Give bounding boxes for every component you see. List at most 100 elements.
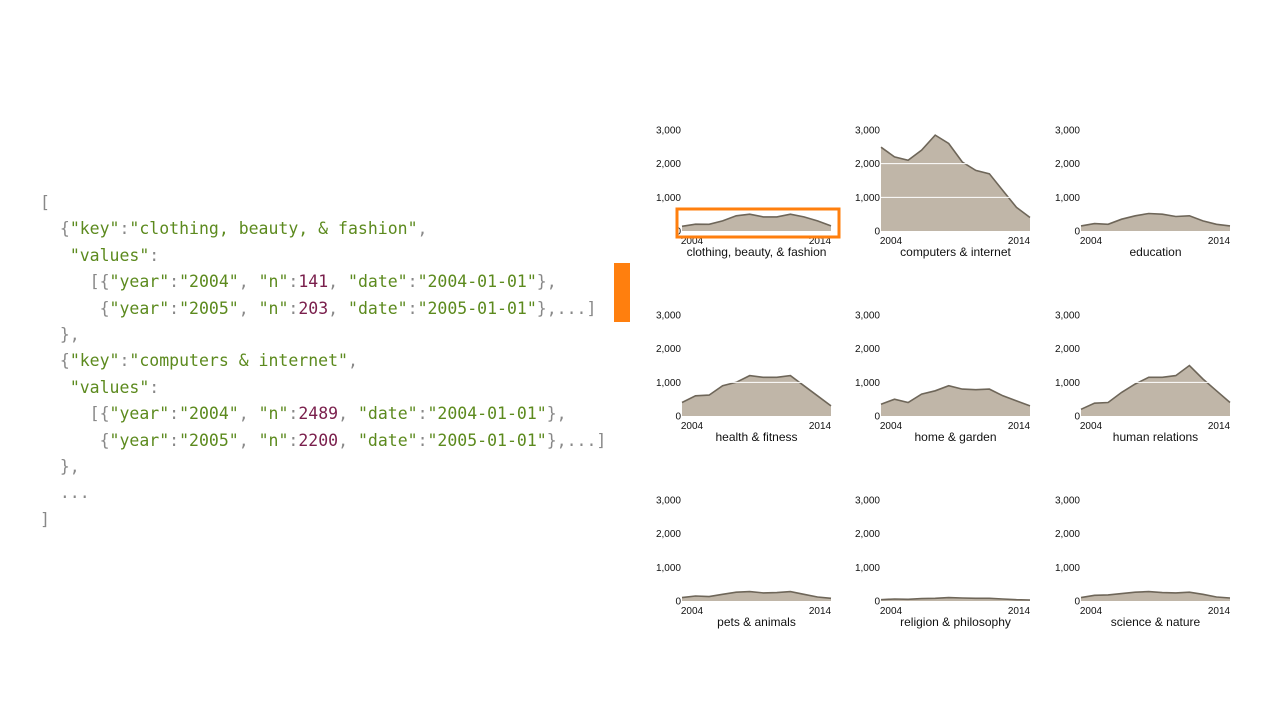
code-punctuation: ,: [238, 430, 259, 450]
series-line: [1080, 590, 1231, 599]
code-punctuation: :: [288, 404, 299, 424]
code-line: },: [40, 322, 606, 348]
code-string: "year": [109, 272, 170, 292]
y-tick-label: 2,000: [656, 529, 681, 540]
y-tick-label: 3,000: [656, 496, 681, 507]
y-tick-label: 1,000: [1055, 563, 1080, 574]
y-tick-label: 2,000: [1055, 159, 1080, 170]
series-area: [682, 375, 831, 416]
y-tick-label: 0: [1074, 597, 1080, 608]
series-area: [881, 135, 1030, 231]
code-punctuation: ...: [59, 483, 90, 503]
small-multiple-panel: 0 1,000 2,000 3,000 2004 2014 home & garden: [855, 311, 1031, 445]
code-string: "2004-01-01": [417, 272, 537, 292]
code-punctuation: },...]: [546, 430, 607, 450]
code-punctuation: :: [169, 430, 180, 450]
code-punctuation: [: [40, 193, 50, 212]
y-tick-label: 1,000: [855, 563, 880, 574]
x-tick-label: 2004: [880, 606, 903, 617]
code-punctuation: :: [119, 351, 130, 371]
y-tick-label: 1,000: [656, 378, 681, 389]
code-punctuation: :: [417, 404, 428, 424]
code-punctuation: ]: [40, 509, 50, 529]
code-string: "values": [69, 377, 150, 397]
x-tick-label: 2014: [1008, 606, 1031, 617]
code-string: "n": [258, 298, 289, 318]
code-punctuation: :: [149, 377, 160, 397]
code-punctuation: {: [99, 430, 110, 450]
series-area: [881, 597, 1030, 601]
code-punctuation: :: [169, 272, 180, 292]
series-line: [880, 596, 1031, 601]
y-tick-label: 3,000: [1055, 311, 1080, 322]
code-punctuation: :: [288, 430, 299, 450]
code-punctuation: },...]: [536, 298, 597, 318]
series-line: [1080, 364, 1231, 411]
x-tick-label: 2004: [681, 421, 704, 432]
code-punctuation: ,: [328, 272, 349, 292]
y-tick-label: 2,000: [1055, 529, 1080, 540]
code-string: "2005": [179, 298, 239, 318]
panel-caption: health & fitness: [715, 430, 797, 444]
panel-caption: education: [1129, 245, 1181, 259]
x-tick-label: 2014: [1208, 236, 1231, 247]
code-line: [: [40, 190, 606, 216]
series-area: [682, 214, 831, 231]
code-string: "2005": [179, 430, 239, 450]
x-tick-label: 2014: [809, 236, 832, 247]
y-tick-label: 0: [874, 227, 880, 238]
code-string: "clothing, beauty, & fashion": [129, 219, 418, 239]
series-line: [880, 384, 1031, 407]
x-tick-label: 2014: [1208, 606, 1231, 617]
x-tick-label: 2004: [880, 421, 903, 432]
y-tick-label: 2,000: [855, 159, 880, 170]
code-punctuation: ,: [417, 219, 428, 239]
code-punctuation: ,: [238, 272, 259, 292]
code-punctuation: [{: [89, 404, 110, 424]
code-punctuation: :: [169, 298, 180, 318]
series-line: [1080, 212, 1231, 227]
y-tick-label: 1,000: [1055, 193, 1080, 204]
y-tick-label: 3,000: [656, 126, 681, 137]
series-area: [1081, 365, 1230, 416]
code-punctuation: },: [59, 324, 80, 344]
code-line: },: [40, 454, 606, 480]
y-tick-label: 1,000: [1055, 378, 1080, 389]
x-tick-label: 2004: [880, 236, 903, 247]
x-tick-label: 2014: [809, 606, 832, 617]
code-punctuation: :: [149, 245, 160, 265]
code-line: ...: [40, 480, 606, 506]
code-number: 141: [298, 272, 329, 292]
code-line: "values":: [40, 375, 606, 401]
code-punctuation: :: [407, 272, 418, 292]
json-code-sample: [ {"key":"clothing, beauty, & fashion", …: [40, 190, 606, 533]
series-line: [681, 590, 832, 600]
y-tick-label: 1,000: [656, 563, 681, 574]
code-line: "values":: [40, 243, 606, 269]
series-area: [682, 591, 831, 601]
code-punctuation: },: [536, 272, 557, 292]
y-tick-label: 2,000: [656, 159, 681, 170]
code-string: "2004": [179, 272, 239, 292]
small-multiple-panel: 0 1,000 2,000 3,000 2004 2014 health & fitness: [656, 311, 832, 445]
code-punctuation: ,: [328, 298, 349, 318]
x-tick-label: 2014: [1008, 421, 1031, 432]
code-string: "2005-01-01": [427, 430, 547, 450]
code-string: "date": [348, 272, 408, 292]
y-tick-label: 0: [1074, 227, 1080, 238]
code-punctuation: },: [59, 456, 80, 476]
code-punctuation: :: [407, 298, 418, 318]
x-tick-label: 2014: [1008, 236, 1031, 247]
y-tick-label: 3,000: [855, 311, 880, 322]
code-string: "year": [109, 430, 170, 450]
x-tick-label: 2004: [1080, 606, 1103, 617]
y-tick-label: 0: [675, 597, 681, 608]
small-multiple-panel: 0 1,000 2,000 3,000 2004 2014 human relations: [1055, 311, 1231, 445]
y-tick-label: 0: [874, 597, 880, 608]
code-string: "year": [109, 298, 170, 318]
y-tick-label: 0: [874, 412, 880, 423]
x-tick-label: 2004: [681, 606, 704, 617]
panel-caption: science & nature: [1111, 615, 1201, 629]
code-punctuation: ,: [347, 351, 358, 371]
